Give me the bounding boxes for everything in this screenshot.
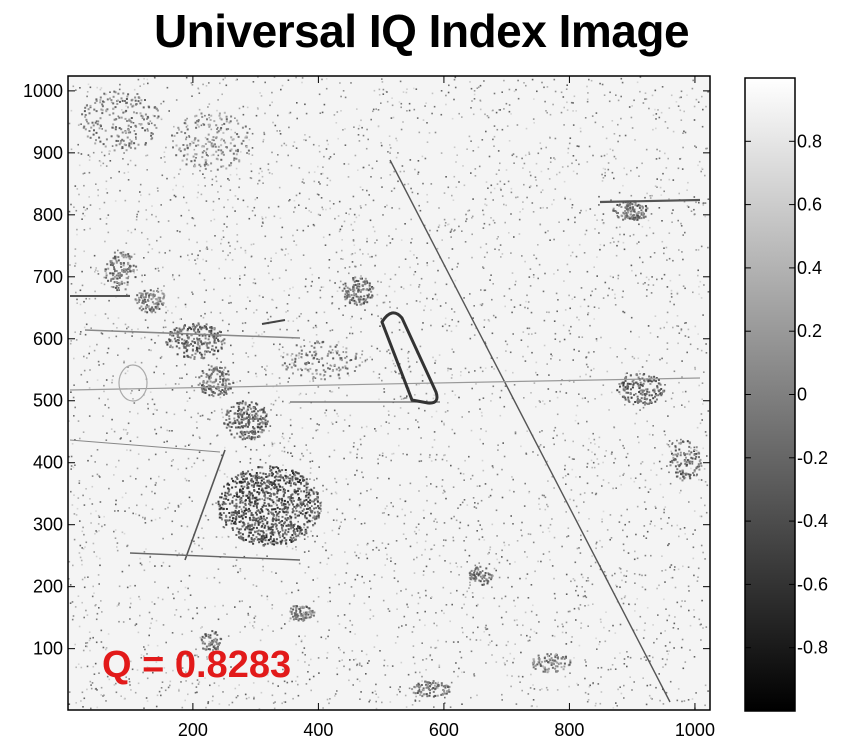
quality-index-annotation: Q = 0.8283 [102, 644, 292, 686]
y-tick-label: 700 [33, 267, 63, 287]
x-tick-label: 600 [429, 720, 459, 740]
y-tick-label: 600 [33, 329, 63, 349]
y-axis: 100 200 300 400 500 600 700 800 900 1000 [23, 81, 710, 659]
colorbar-tick-label: 0 [797, 385, 807, 405]
colorbar-tick-label: 0.2 [797, 321, 822, 341]
y-tick-label: 300 [33, 515, 63, 535]
y-tick-label: 100 [33, 639, 63, 659]
plot-axes-box [67, 75, 711, 711]
colorbar-tick-label: -0.8 [797, 638, 828, 658]
colorbar-axis: 0.8 0.6 0.4 0.2 0 -0.2 -0.4 -0.6 -0.8 [745, 131, 828, 658]
x-tick-label: 1000 [675, 720, 715, 740]
x-tick-label: 800 [554, 720, 584, 740]
image-background [68, 76, 710, 710]
image-noise [68, 76, 710, 710]
image-features [69, 90, 703, 703]
colorbar-tick-label: -0.2 [797, 448, 828, 468]
y-tick-label: 200 [33, 577, 63, 597]
x-tick-label: 200 [178, 720, 208, 740]
colorbar [744, 77, 796, 712]
y-tick-label: 1000 [23, 81, 63, 101]
x-tick-label: 400 [303, 720, 333, 740]
colorbar-tick-label: -0.6 [797, 574, 828, 594]
colorbar-tick-label: -0.4 [797, 511, 828, 531]
colorbar-tick-label: 0.4 [797, 258, 822, 278]
y-tick-label: 900 [33, 143, 63, 163]
y-tick-label: 400 [33, 453, 63, 473]
chart-title: Universal IQ Index Image [153, 5, 690, 57]
colorbar-tick-label: 0.8 [797, 131, 822, 151]
y-tick-label: 800 [33, 205, 63, 225]
colorbar-tick-label: 0.6 [797, 195, 822, 215]
x-axis: 200 400 600 800 1000 [178, 76, 715, 740]
y-tick-label: 500 [33, 391, 63, 411]
